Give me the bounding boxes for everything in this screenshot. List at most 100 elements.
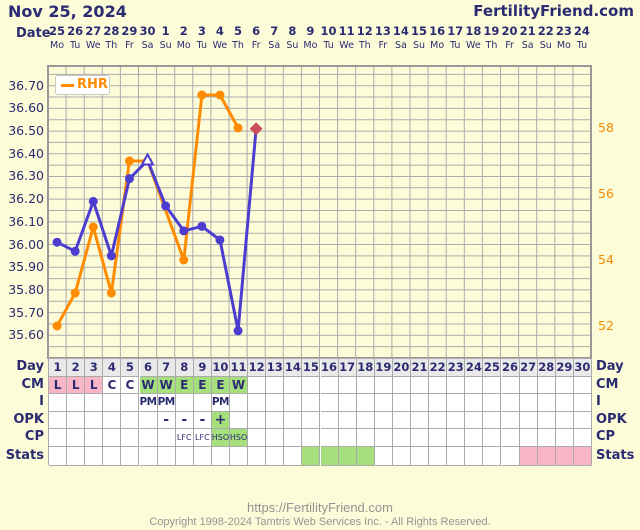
cell-cm-day-11[interactable]: W: [230, 376, 249, 394]
cell-days-day-10[interactable]: 10: [211, 359, 230, 377]
cell-days-day-17[interactable]: 17: [338, 359, 357, 377]
cell-cm-day-13[interactable]: [266, 376, 285, 394]
cell-intercourse-day-12[interactable]: [248, 394, 267, 412]
cell-cp-day-24[interactable]: [465, 429, 484, 447]
rhr-point-day-3[interactable]: [88, 222, 98, 232]
cell-intercourse-day-14[interactable]: [284, 394, 303, 412]
cell-opk-day-12[interactable]: [248, 411, 267, 429]
cell-intercourse-day-2[interactable]: [67, 394, 86, 412]
cell-days-day-24[interactable]: 24: [465, 359, 484, 377]
cell-opk-day-9[interactable]: -: [193, 411, 212, 429]
cell-intercourse-day-30[interactable]: [573, 394, 592, 412]
cell-cm-day-8[interactable]: E: [175, 376, 194, 394]
cell-stats-day-28[interactable]: [537, 446, 556, 466]
cell-intercourse-day-11[interactable]: [230, 394, 249, 412]
cell-opk-day-7[interactable]: -: [157, 411, 176, 429]
cell-opk-day-6[interactable]: [139, 411, 158, 429]
cell-opk-day-2[interactable]: [67, 411, 86, 429]
cell-cp-day-2[interactable]: [67, 429, 86, 447]
cell-cp-day-23[interactable]: [447, 429, 466, 447]
cell-stats-day-30[interactable]: [573, 446, 592, 466]
temp-point-day-9[interactable]: [197, 221, 207, 231]
cell-days-day-3[interactable]: 3: [85, 359, 104, 377]
cell-days-day-21[interactable]: 21: [411, 359, 430, 377]
cell-cm-day-18[interactable]: [356, 376, 375, 394]
cell-intercourse-day-1[interactable]: [49, 394, 68, 412]
cell-opk-day-10[interactable]: +: [211, 411, 230, 429]
cell-cp-day-13[interactable]: [266, 429, 285, 447]
cell-opk-day-27[interactable]: [519, 411, 538, 429]
cell-cm-day-1[interactable]: L: [49, 376, 68, 394]
cell-days-day-19[interactable]: 19: [374, 359, 393, 377]
cell-cp-day-30[interactable]: [573, 429, 592, 447]
temp-point-day-10[interactable]: [215, 235, 225, 245]
cell-opk-day-22[interactable]: [429, 411, 448, 429]
cell-cp-day-5[interactable]: [121, 429, 140, 447]
cell-intercourse-day-4[interactable]: [103, 394, 122, 412]
cell-stats-day-27[interactable]: [519, 446, 538, 466]
cell-intercourse-day-18[interactable]: [356, 394, 375, 412]
cell-days-day-30[interactable]: 30: [573, 359, 592, 377]
cell-intercourse-day-22[interactable]: [429, 394, 448, 412]
cell-stats-day-25[interactable]: [483, 446, 502, 466]
cell-cp-day-9[interactable]: LFC: [193, 429, 212, 447]
cell-stats-day-21[interactable]: [411, 446, 430, 466]
cell-days-day-20[interactable]: 20: [392, 359, 411, 377]
cell-stats-day-29[interactable]: [555, 446, 574, 466]
cell-stats-day-9[interactable]: [193, 446, 212, 466]
cell-intercourse-day-7[interactable]: PM: [158, 394, 176, 412]
rhr-point-day-1[interactable]: [52, 321, 62, 331]
cell-stats-day-7[interactable]: [157, 446, 176, 466]
cell-opk-day-4[interactable]: [103, 411, 122, 429]
cell-cm-day-4[interactable]: C: [103, 376, 122, 394]
cell-cp-day-16[interactable]: [320, 429, 339, 447]
temp-point-day-11[interactable]: [233, 326, 243, 336]
cell-stats-day-16[interactable]: [320, 446, 339, 466]
cell-intercourse-day-23[interactable]: [447, 394, 466, 412]
cell-cp-day-15[interactable]: [302, 429, 321, 447]
cell-opk-day-25[interactable]: [483, 411, 502, 429]
cell-opk-day-30[interactable]: [573, 411, 592, 429]
cell-days-day-13[interactable]: 13: [266, 359, 285, 377]
cell-intercourse-day-17[interactable]: [338, 394, 357, 412]
cell-cp-day-26[interactable]: [501, 429, 520, 447]
cell-cm-day-7[interactable]: W: [157, 376, 176, 394]
cell-stats-day-14[interactable]: [284, 446, 303, 466]
cell-days-day-23[interactable]: 23: [447, 359, 466, 377]
rhr-point-day-8[interactable]: [179, 255, 189, 265]
cell-cp-day-10[interactable]: HSO: [212, 429, 230, 447]
cell-stats-day-19[interactable]: [374, 446, 393, 466]
cell-opk-day-29[interactable]: [555, 411, 574, 429]
cell-opk-day-14[interactable]: [284, 411, 303, 429]
cell-stats-day-2[interactable]: [67, 446, 86, 466]
temp-point-day-2[interactable]: [70, 246, 80, 256]
cell-cm-day-19[interactable]: [374, 376, 393, 394]
cell-cm-day-22[interactable]: [429, 376, 448, 394]
cell-intercourse-day-26[interactable]: [501, 394, 520, 412]
cell-stats-day-6[interactable]: [139, 446, 158, 466]
cell-intercourse-day-8[interactable]: [175, 394, 194, 412]
cell-days-day-12[interactable]: 12: [248, 359, 267, 377]
cell-cm-day-14[interactable]: [284, 376, 303, 394]
cell-cp-day-1[interactable]: [49, 429, 68, 447]
cell-cm-day-16[interactable]: [320, 376, 339, 394]
cell-cm-day-30[interactable]: [573, 376, 592, 394]
cell-days-day-22[interactable]: 22: [429, 359, 448, 377]
cell-intercourse-day-13[interactable]: [266, 394, 285, 412]
cell-stats-day-12[interactable]: [248, 446, 267, 466]
cell-opk-day-17[interactable]: [338, 411, 357, 429]
cell-intercourse-day-21[interactable]: [411, 394, 430, 412]
footer-site-link[interactable]: https://FertilityFriend.com: [247, 500, 393, 515]
temp-point-day-7[interactable]: [161, 201, 171, 211]
cell-opk-day-16[interactable]: [320, 411, 339, 429]
cell-opk-day-24[interactable]: [465, 411, 484, 429]
cell-intercourse-day-6[interactable]: PM: [139, 394, 158, 412]
cell-cm-day-3[interactable]: L: [85, 376, 104, 394]
cell-opk-day-21[interactable]: [411, 411, 430, 429]
cell-stats-day-10[interactable]: [211, 446, 230, 466]
cell-stats-day-17[interactable]: [338, 446, 357, 466]
cell-stats-day-4[interactable]: [103, 446, 122, 466]
cell-cm-day-9[interactable]: E: [193, 376, 212, 394]
cell-days-day-6[interactable]: 6: [139, 359, 158, 377]
